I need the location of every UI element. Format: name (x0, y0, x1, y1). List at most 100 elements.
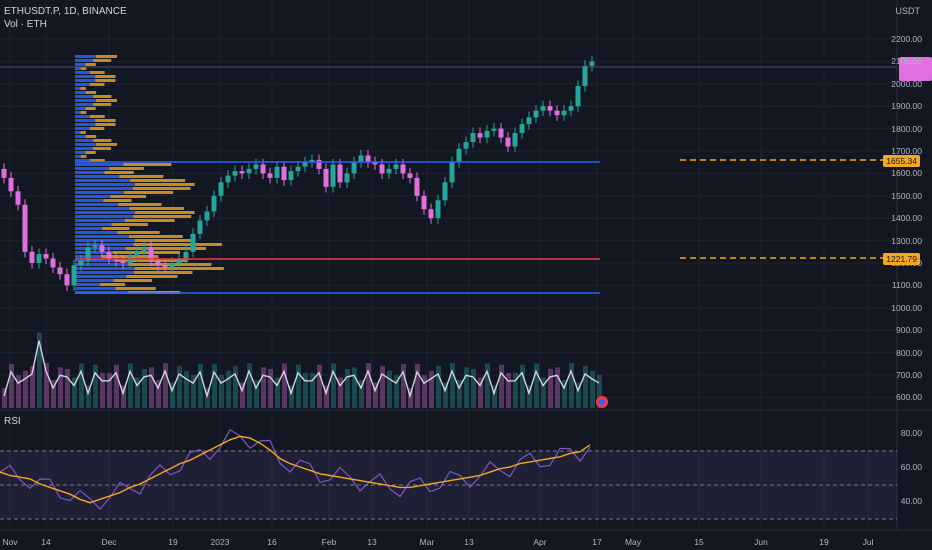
volume-bar (23, 370, 28, 408)
profile-row (75, 123, 116, 126)
candle (330, 158, 336, 193)
profile-row (75, 195, 146, 198)
rsi-label[interactable]: RSI (4, 416, 21, 427)
candle (232, 165, 238, 182)
volume-bar (289, 385, 294, 408)
volume-bar (471, 368, 476, 408)
price-tick: 1500.00 (891, 190, 922, 201)
profile-row (75, 167, 144, 170)
volume-bar (212, 363, 217, 408)
volume-bar (58, 367, 63, 408)
candle (141, 241, 147, 258)
time-tick: 16 (267, 537, 277, 547)
candle (183, 246, 189, 265)
candle (281, 161, 287, 186)
candle (568, 100, 574, 117)
price-tick: 2100.00 (891, 56, 922, 67)
profile-row (75, 95, 112, 98)
candle (148, 241, 154, 267)
candle (540, 100, 546, 117)
volume-bar (443, 382, 448, 408)
profile-row (75, 279, 153, 282)
profile-row (75, 135, 97, 138)
volume-bar (324, 385, 329, 408)
profile-row (75, 271, 193, 274)
profile-row (75, 75, 116, 78)
volume-bar (184, 370, 189, 408)
price-tick: 2000.00 (891, 78, 922, 89)
profile-row (75, 63, 96, 66)
time-tick: 19 (168, 537, 178, 547)
volume-bar (247, 363, 252, 408)
time-tick: Dec (101, 537, 117, 547)
time-tick: 15 (694, 537, 704, 547)
rsi-ma-line (0, 435, 591, 504)
candle (162, 259, 168, 274)
profile-row (75, 59, 112, 62)
candle (288, 165, 294, 186)
volume-bar (520, 364, 525, 408)
candle (225, 170, 231, 188)
volume-bar (275, 377, 280, 408)
volume-bar (254, 380, 259, 408)
candle (561, 105, 567, 121)
volume-bar (121, 385, 126, 408)
price-tick: 1900.00 (891, 101, 922, 112)
profile-row (75, 287, 156, 290)
volume-bar (387, 370, 392, 408)
volume-bar (268, 368, 273, 408)
volume-bar (429, 370, 434, 408)
candle (428, 203, 434, 224)
candle (435, 194, 441, 224)
volume-bar (240, 382, 245, 408)
volume-label[interactable]: Vol · ETH (4, 19, 47, 30)
volume-bars (2, 332, 602, 408)
profile-row (75, 283, 126, 286)
volume-bar (198, 363, 203, 408)
candle (554, 105, 560, 121)
candle (274, 161, 280, 184)
profile-row (75, 239, 195, 242)
price-tick: 1100.00 (891, 280, 922, 291)
time-tick: Apr (533, 537, 547, 547)
candle (442, 176, 448, 206)
profile-row (75, 143, 117, 146)
candle (43, 248, 49, 265)
profile-row (75, 215, 192, 218)
candle (302, 156, 308, 173)
volume-bar (394, 375, 399, 408)
profile-row (75, 115, 105, 118)
candle (85, 241, 91, 267)
volume-bar (541, 377, 546, 408)
volume-bar (415, 363, 420, 408)
profile-row (75, 227, 130, 230)
candle (50, 252, 56, 274)
volume-bar (569, 363, 574, 408)
time-tick: 2023 (210, 537, 230, 547)
volume-bar (170, 382, 175, 408)
volume-bar (464, 367, 469, 408)
volume-bar (51, 380, 56, 408)
volume-bar (457, 380, 462, 408)
upper-level-badge: 1655.34 (883, 155, 920, 167)
symbol-line[interactable]: ETHUSDT.P, 1D, BINANCE (4, 6, 127, 17)
volume-bar (422, 375, 427, 408)
volume-bar (478, 377, 483, 408)
profile-row (75, 203, 162, 206)
candle (463, 136, 469, 155)
profile-row (75, 99, 117, 102)
profile-row (75, 267, 224, 270)
rsi-line (0, 428, 591, 510)
volume-bar (401, 363, 406, 408)
volume-bar (562, 379, 567, 408)
candle (316, 154, 322, 175)
time-tick: May (624, 537, 642, 547)
volume-bar (296, 364, 301, 408)
price-tick: 1400.00 (891, 213, 922, 224)
volume-bar (506, 372, 511, 408)
profile-row (75, 235, 183, 238)
profile-row (75, 83, 105, 86)
candle (92, 239, 98, 253)
volume-bar (30, 365, 35, 408)
